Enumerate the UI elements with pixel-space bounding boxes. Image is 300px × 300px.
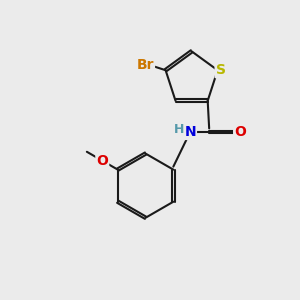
Text: O: O [234,125,246,139]
Text: N: N [184,125,196,139]
Text: Br: Br [136,58,154,72]
Text: H: H [174,123,184,136]
Text: O: O [96,154,108,168]
Text: S: S [216,63,226,77]
